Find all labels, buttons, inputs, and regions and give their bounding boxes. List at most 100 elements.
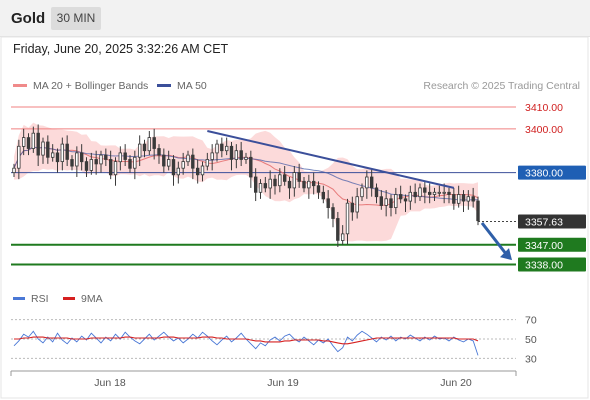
candle-body	[109, 159, 113, 176]
candle-body	[307, 180, 311, 189]
candle-body	[263, 183, 267, 189]
level-label-bg-support	[518, 257, 586, 272]
candle-body	[147, 137, 151, 152]
forecast-arrow-shaft	[480, 221, 509, 257]
candle-body	[94, 159, 98, 165]
legend-rsi: RSI	[13, 293, 49, 305]
candle-body	[456, 194, 461, 204]
level-label-bg-pivot	[518, 165, 586, 180]
candle-body	[394, 194, 398, 209]
candle-body	[427, 191, 432, 195]
level-label-support: 3347.00	[525, 240, 563, 252]
level-label-resistance: 3410.00	[525, 102, 563, 114]
candle-body	[292, 172, 296, 189]
chart-border	[0, 36, 589, 399]
candle-body	[84, 161, 89, 171]
resistance-trendline	[207, 130, 455, 189]
candle-body	[26, 137, 31, 149]
candle-body	[461, 194, 466, 202]
candle-body	[249, 156, 253, 178]
candle-body	[41, 141, 45, 156]
candle-body	[355, 196, 359, 213]
candle-body	[186, 154, 190, 163]
candle-body	[239, 150, 243, 160]
candle-body	[46, 141, 50, 158]
candle-body	[331, 207, 335, 219]
legend-ma50-label: MA 50	[177, 80, 207, 92]
rsi-tick-label: 30	[525, 353, 537, 365]
candle-body	[326, 198, 330, 209]
candle-body	[75, 152, 79, 167]
timeframe-button[interactable]: 30 MIN	[51, 7, 101, 30]
candle-body	[273, 178, 277, 187]
attribution: Research © 2025 Trading Central	[423, 80, 580, 92]
candle-body	[423, 187, 427, 193]
candle-body	[12, 167, 16, 173]
candle-body	[418, 187, 422, 198]
candle-body	[133, 156, 137, 169]
candle-body	[215, 143, 219, 154]
rsi-ma-swatch	[63, 296, 75, 300]
candle-body	[220, 143, 224, 152]
level-label-resistance: 3400.00	[525, 124, 563, 136]
level-label-pivot: 3380.00	[525, 168, 563, 180]
candle-body	[152, 137, 156, 149]
rsi-tick-label: 50	[525, 334, 537, 346]
legend-rsi-ma: 9MA	[63, 293, 103, 305]
candle-body	[336, 218, 340, 241]
candle-body	[157, 148, 161, 156]
candle-body	[181, 161, 185, 169]
candle-body	[253, 176, 258, 193]
candle-body	[437, 191, 441, 194]
candle-body	[297, 172, 301, 182]
candle-body	[70, 159, 74, 167]
candle-body	[447, 191, 451, 195]
candle-body	[80, 152, 84, 163]
candle-body	[350, 202, 354, 213]
candle-body	[258, 183, 263, 193]
level-label-bg-last	[518, 214, 586, 229]
candle-body	[51, 152, 55, 158]
level-label-last: 3357.63	[525, 217, 563, 229]
candle-body	[452, 194, 456, 204]
candle-body	[200, 165, 205, 176]
candle-body	[176, 167, 180, 176]
candle-body	[205, 159, 209, 167]
rsi-line	[13, 330, 479, 356]
candle-body	[123, 152, 127, 160]
candle-body	[466, 196, 470, 202]
candle-body	[162, 154, 166, 167]
candle-body	[365, 176, 369, 189]
candle-body	[142, 143, 147, 152]
candle-body	[137, 143, 142, 158]
legend-ma50: MA 50	[157, 80, 207, 92]
level-label-bg-support	[518, 237, 586, 252]
rsi-tick-label: 70	[525, 315, 537, 327]
candle-body	[229, 145, 234, 160]
legend-rsi-ma-label: 9MA	[81, 293, 103, 305]
symbol-title: Gold	[11, 10, 46, 27]
candle-body	[210, 152, 214, 160]
candle-body	[17, 145, 21, 169]
candle-body	[360, 187, 364, 198]
candle-body	[195, 167, 200, 176]
candle-body	[321, 191, 325, 200]
legend-rsi-label: RSI	[31, 293, 49, 305]
candle-body	[89, 159, 93, 171]
candle-body	[471, 196, 475, 202]
forecast-arrow-head	[500, 248, 512, 261]
candle-body	[369, 176, 374, 189]
candle-body	[302, 180, 306, 189]
candle-body	[166, 159, 171, 167]
top-bar: Gold 30 MIN	[0, 0, 590, 37]
candle-body	[311, 180, 316, 187]
candle-body	[191, 154, 195, 169]
candle-body	[234, 150, 238, 160]
candle-body	[398, 194, 403, 200]
candle-body	[432, 191, 437, 195]
bollinger-band	[14, 122, 478, 242]
candle-body	[345, 202, 350, 235]
rsi-swatch	[13, 296, 25, 300]
candle-body	[340, 233, 345, 241]
